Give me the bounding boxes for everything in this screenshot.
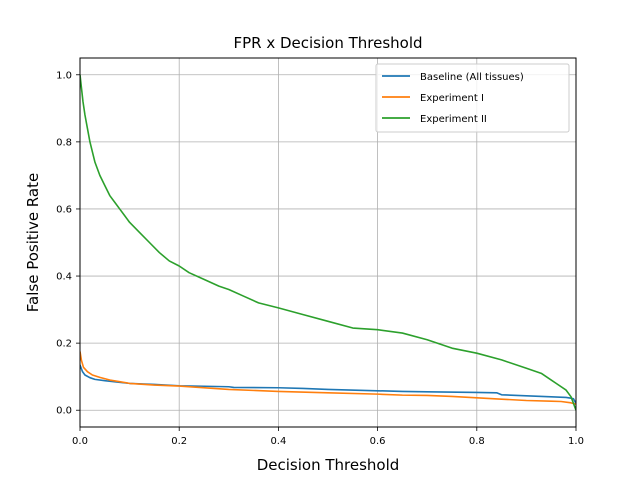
- series-line-experiment-i: [80, 351, 576, 405]
- chart-title: FPR x Decision Threshold: [233, 34, 422, 52]
- axis-ticks: 0.0 0.2 0.4 0.6 0.8 1.0 0.0 0.2 0.4 0.6 0.8 1.0: [56, 70, 584, 447]
- y-axis-label: False Positive Rate: [24, 173, 42, 312]
- legend-entry-label: Experiment I: [420, 93, 484, 104]
- x-tick-label: 0.2: [171, 436, 187, 447]
- legend-box: [375, 63, 570, 133]
- legend-entry-label: Experiment II: [420, 114, 487, 125]
- x-tick-label: 1.0: [568, 436, 584, 447]
- series-line-baseline-all-tissues: [80, 364, 576, 404]
- y-tick-label: 0.8: [56, 137, 72, 148]
- y-tick-label: 0.4: [56, 272, 72, 283]
- legend: Baseline (All tissues) Experiment I Experi…: [375, 63, 570, 133]
- series-lines: [80, 74, 576, 411]
- legend-entry-label: Baseline (All tissues): [420, 72, 524, 83]
- x-tick-label: 0.8: [469, 436, 485, 447]
- y-tick-label: 0.6: [56, 204, 72, 215]
- x-tick-label: 0.6: [370, 436, 386, 447]
- y-tick-label: 0.0: [56, 406, 72, 417]
- x-tick-label: 0.4: [270, 436, 286, 447]
- x-axis-label: Decision Threshold: [257, 456, 400, 474]
- y-tick-label: 0.2: [56, 339, 72, 350]
- y-tick-label: 1.0: [56, 70, 72, 81]
- x-tick-label: 0.0: [72, 436, 88, 447]
- series-line-experiment-ii: [80, 74, 576, 411]
- plot-frame: [79, 57, 577, 428]
